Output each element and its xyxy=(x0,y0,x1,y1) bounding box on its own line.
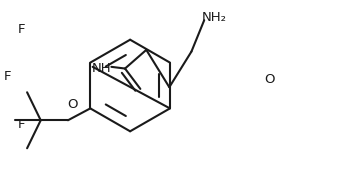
Text: F: F xyxy=(18,118,26,131)
Text: F: F xyxy=(4,70,11,83)
Text: NH: NH xyxy=(92,62,112,75)
Text: NH₂: NH₂ xyxy=(202,11,227,24)
Text: F: F xyxy=(18,23,26,36)
Text: O: O xyxy=(264,73,275,86)
Text: O: O xyxy=(67,98,78,111)
